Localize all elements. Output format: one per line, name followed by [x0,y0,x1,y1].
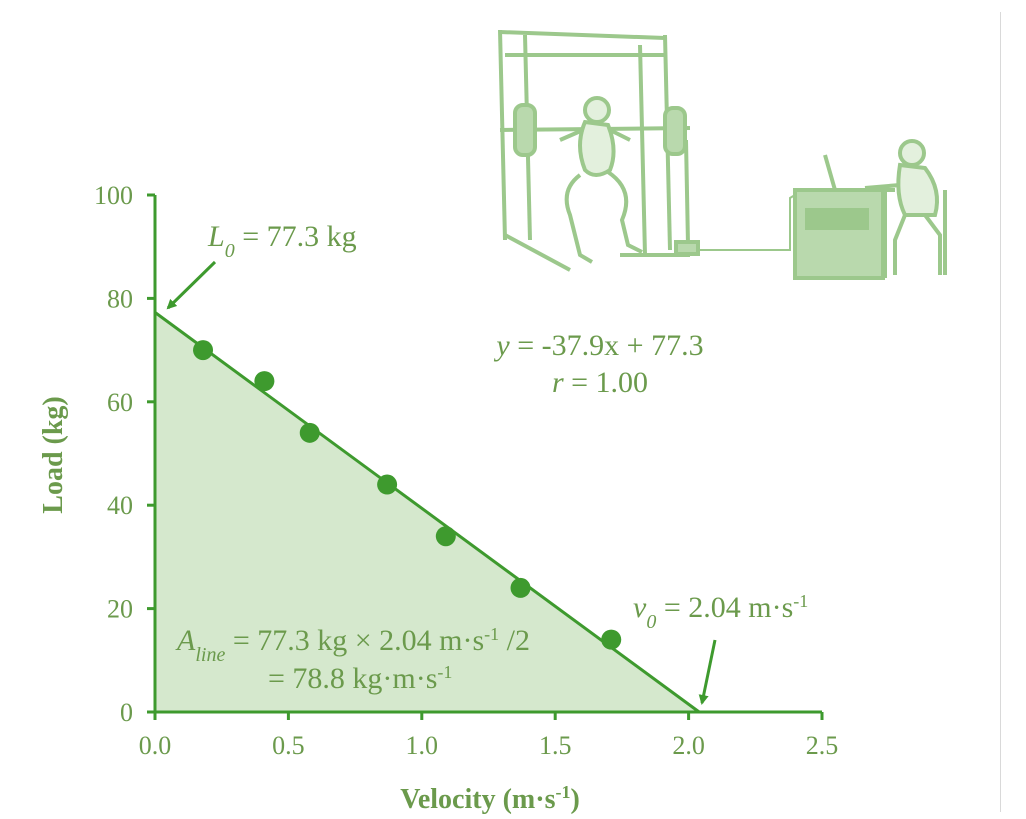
laptop-icon [823,154,870,192]
aline-symbol: A [175,624,196,657]
illustration [498,29,947,280]
data-points [193,340,622,650]
y-tick-label: 0 [120,698,133,727]
desk-icon [793,188,895,280]
r-value-text: r = 1.00 [552,366,648,399]
data-point [254,371,275,392]
y-axis-ticks: 0 20 40 60 80 100 [94,181,155,727]
data-point [377,474,398,495]
x-axis-ticks: 0.0 0.5 1.0 1.5 2.0 2.5 [139,712,839,760]
x-axis-title: Velocity (m·s-1) [400,782,580,815]
aline-result: = 78.8 kg·m·s-1 [268,662,452,695]
squat-rack-icon [498,29,700,272]
l0-subscript: 0 [225,240,235,262]
aline-annotation: Aline = 77.3 kg × 2.04 m·s-1 /2 [175,624,530,666]
data-point [601,629,622,650]
y-tick-label: 20 [107,595,133,624]
y-tick-label: 60 [107,388,133,417]
x-tick-label: 0.5 [272,731,305,760]
x-tick-label: 1.5 [539,731,572,760]
v0-annotation: v0 = 2.04 m·s-1 [633,591,808,633]
y-axis-title: Load (kg) [38,396,69,513]
equation-text: y = -37.9x + 77.3 [493,329,703,362]
x-title-main: Velocity (m·s [400,784,555,815]
l0-arrow [166,260,217,310]
v0-arrow [698,639,717,705]
l0-value: = 77.3 kg [235,220,357,253]
v0-subscript: 0 [646,611,656,633]
data-point [510,577,531,598]
load-velocity-chart: 0 20 40 60 80 100 0.0 0.5 1.0 1.5 2.0 2.5 Velocity… [38,29,947,815]
right-divider [1000,12,1001,812]
x-tick-label: 1.0 [406,731,439,760]
x-tick-label: 0.0 [139,731,172,760]
data-point [299,422,320,443]
data-point [435,526,456,547]
x-tick-label: 2.5 [806,731,839,760]
l0-annotation: L0 = 77.3 kg [207,220,357,262]
cable-icon [698,191,801,251]
aline-subscript: line [195,644,225,666]
y-tick-label: 80 [107,284,133,313]
athlete-icon [559,96,643,264]
v0-symbol: v [633,591,647,624]
y-tick-label: 100 [94,181,133,210]
l0-symbol: L [207,220,225,253]
x-title-close: ) [570,784,579,815]
x-title-exp: -1 [555,782,570,802]
y-tick-label: 40 [107,491,133,520]
researcher-icon [864,139,947,275]
x-tick-label: 2.0 [672,731,705,760]
data-point [193,340,214,361]
v0-value: = 2.04 m·s [656,591,793,624]
